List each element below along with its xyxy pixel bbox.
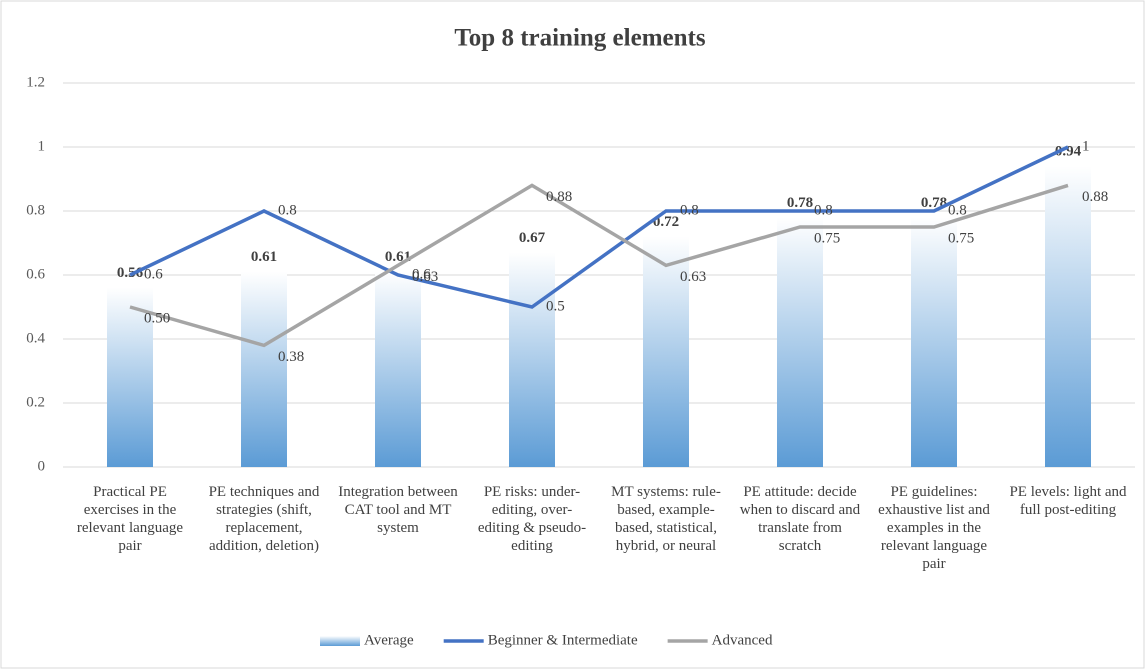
x-tick-label: PE techniques and strategies (shift, rep… xyxy=(208,484,320,554)
bar xyxy=(107,287,153,467)
line-value-label: 0.8 xyxy=(948,202,967,218)
line-value-label: 0.75 xyxy=(948,230,974,246)
chart-title: Top 8 training elements xyxy=(454,25,705,52)
x-tick-label: PE risks: under-editing, over-editing & … xyxy=(477,484,587,554)
bar xyxy=(375,271,421,467)
line-value-label: 0.50 xyxy=(144,310,170,326)
bar xyxy=(509,252,555,467)
line-value-label: 0.5 xyxy=(546,298,565,314)
line-value-label: 1 xyxy=(1082,138,1090,154)
bar-value-label: 0.61 xyxy=(251,249,277,265)
line-value-label: 0.88 xyxy=(1082,189,1108,205)
y-tick-label: 0.2 xyxy=(26,394,45,410)
bar xyxy=(911,217,957,467)
line-value-label: 0.88 xyxy=(546,189,572,205)
y-tick-label: 0.6 xyxy=(26,266,45,282)
bar xyxy=(643,236,689,467)
line-value-label: 0.38 xyxy=(278,349,304,365)
bar-value-label: 0.78 xyxy=(787,195,813,211)
legend-label: Advanced xyxy=(712,632,773,648)
legend-swatch xyxy=(320,636,360,646)
x-tick-label: PE attitude: decide when to discard and … xyxy=(739,484,861,554)
line-value-label: 0.63 xyxy=(412,269,438,285)
bar xyxy=(241,271,287,467)
line-value-label: 0.6 xyxy=(144,266,163,282)
x-tick-label: PE guidelines: exhaustive list and examp… xyxy=(878,484,990,572)
line-value-label: 0.8 xyxy=(680,202,699,218)
legend-label: Average xyxy=(364,632,414,648)
x-tick-label: MT systems: rule-based, example-based, s… xyxy=(611,484,721,554)
line-value-label: 0.63 xyxy=(680,269,706,285)
bar-value-label: 0.72 xyxy=(653,214,679,230)
y-tick-label: 1 xyxy=(38,138,46,154)
x-tick-label: Integration between CAT tool and MT syst… xyxy=(338,484,458,536)
line-value-label: 0.6 xyxy=(412,266,431,282)
line-series xyxy=(129,183,1069,348)
bar xyxy=(1045,166,1091,467)
bar xyxy=(777,217,823,467)
line-series xyxy=(129,145,1069,309)
line-value-label: 0.75 xyxy=(814,230,840,246)
y-tick-label: 0.4 xyxy=(26,330,45,346)
y-tick-label: 0.8 xyxy=(26,202,45,218)
line-value-label: 0.8 xyxy=(278,202,297,218)
bar-value-label: 0.61 xyxy=(385,249,411,265)
bar-value-label: 0.94 xyxy=(1055,144,1082,160)
legend-label: Beginner & Intermediate xyxy=(488,632,638,648)
y-tick-label: 0 xyxy=(38,458,46,474)
y-tick-label: 1.2 xyxy=(26,74,45,90)
line-value-label: 0.8 xyxy=(814,202,833,218)
x-tick-label: PE levels: light and full post-editing xyxy=(1009,484,1127,518)
bar-value-label: 0.67 xyxy=(519,230,546,246)
x-tick-label: Practical PE exercises in the relevant l… xyxy=(76,484,184,554)
